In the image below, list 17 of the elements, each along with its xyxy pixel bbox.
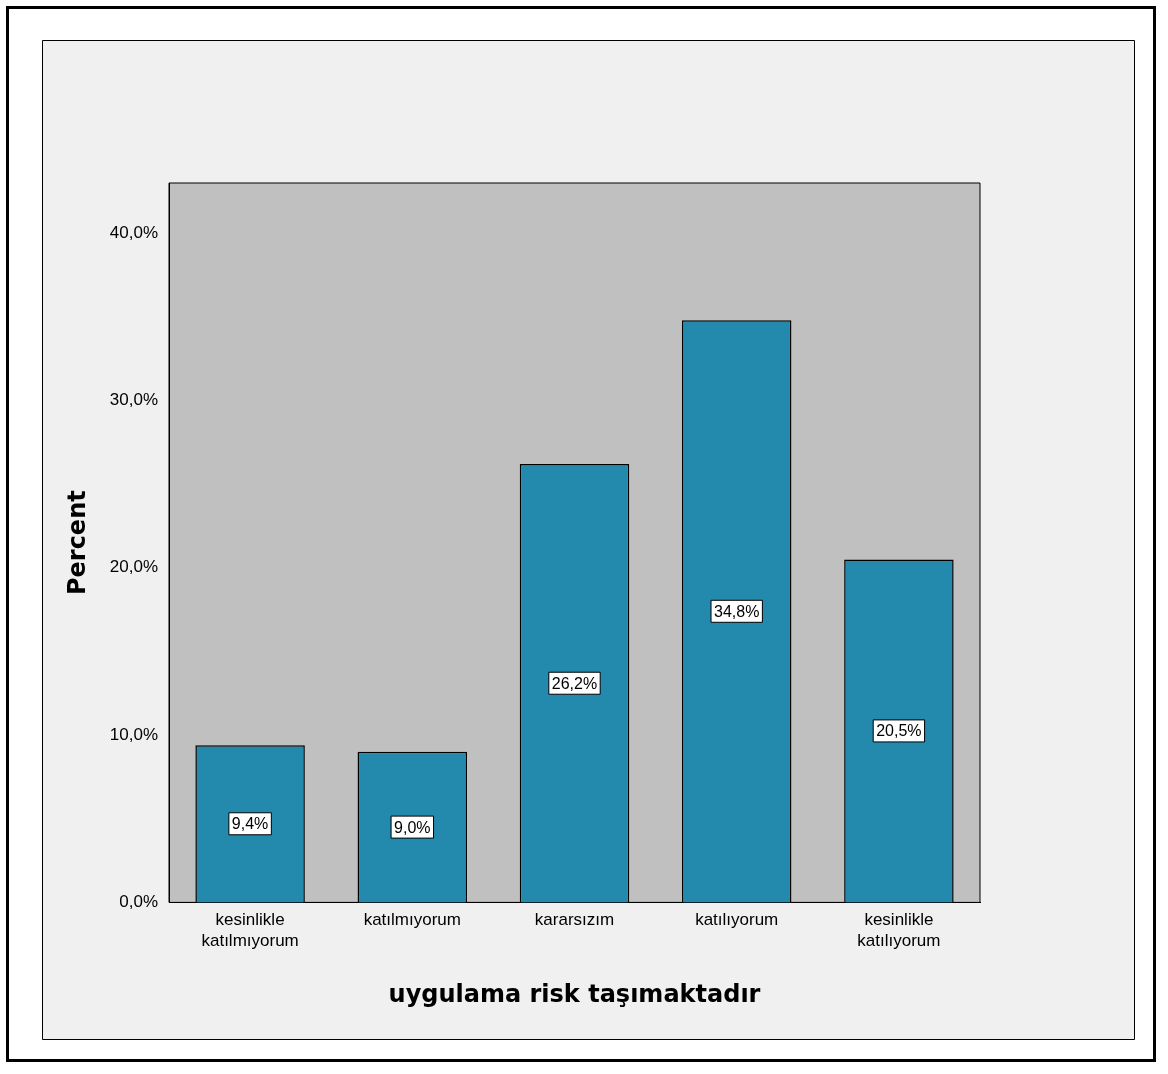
data-label: 20,5% <box>876 722 922 740</box>
data-label: 34,8% <box>714 602 760 620</box>
y-tick-label: 30,0% <box>109 390 158 410</box>
x-tick-label: kesinlikle katılıyorum <box>857 910 941 950</box>
data-label: 9,0% <box>394 818 431 836</box>
x-axis-title: uygulama risk taşımaktadır <box>388 979 761 1008</box>
y-tick-label: 40,0% <box>109 222 158 242</box>
y-tick-label: 20,0% <box>109 557 158 577</box>
data-label: 9,4% <box>231 815 269 833</box>
y-tick-label: 10,0% <box>109 724 158 744</box>
x-tick-label: katılıyorum <box>695 910 779 930</box>
data-label: 26,2% <box>551 674 598 692</box>
x-tick-label: kararsızım <box>534 910 615 930</box>
x-tick-label: katılmıyorum <box>363 910 461 930</box>
x-tick-label: kesinlikle katılmıyorum <box>201 910 299 950</box>
y-tick-label: 0,0% <box>119 892 158 912</box>
y-axis-title: Percent <box>62 490 91 596</box>
